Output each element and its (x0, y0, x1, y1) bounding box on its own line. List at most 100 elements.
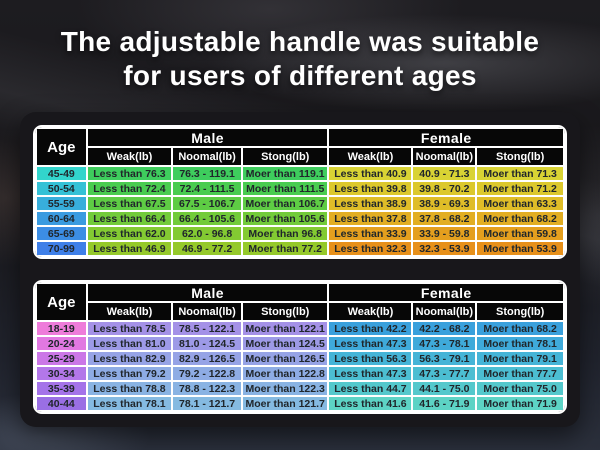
age-cell: 18-19 (35, 320, 88, 337)
female-value-cell: Moer than 71.9 (475, 395, 565, 412)
female-value-cell: 42.2 - 68.2 (411, 320, 478, 337)
group-header-row: Age Male Female (35, 282, 565, 322)
female-value-cell: Moer than 68.2 (475, 210, 565, 227)
female-normal-header: Noomal(lb) (411, 146, 478, 167)
female-value-cell: Moer than 63.3 (475, 195, 565, 212)
male-value-cell: Less than 66.4 (85, 210, 174, 227)
age-cell: 25-29 (35, 350, 88, 367)
male-value-cell: Less than 46.9 (85, 240, 174, 257)
female-value-cell: 41.6 - 71.9 (411, 395, 478, 412)
age-cell: 40-44 (35, 395, 88, 412)
age-cell: 55-59 (35, 195, 88, 212)
sub-header-row: Weak(lb) Noomal(lb) Stong(lb) Weak(lb) N… (36, 146, 565, 167)
male-value-cell: 76.3 - 119.1 (171, 165, 243, 182)
sub-header-row: Weak(lb) Noomal(lb) Stong(lb) Weak(lb) N… (36, 301, 565, 322)
female-group-header: Female (327, 127, 565, 148)
female-value-cell: 38.9 - 69.3 (411, 195, 478, 212)
male-value-cell: Moer than 106.7 (240, 195, 330, 212)
male-value-cell: Moer than 121.7 (240, 395, 330, 412)
male-value-cell: 78.5 - 122.1 (171, 320, 243, 337)
female-value-cell: Less than 37.8 (327, 210, 414, 227)
female-value-cell: Moer than 75.0 (475, 380, 565, 397)
data-table: Age Male Female Weak(lb) Noomal(lb) Ston… (35, 127, 565, 257)
male-strong-header: Stong(lb) (240, 146, 330, 167)
male-value-cell: Moer than 122.8 (240, 365, 330, 382)
age-cell: 60-64 (35, 210, 88, 227)
male-value-cell: Moer than 122.1 (240, 320, 330, 337)
female-strong-header: Stong(lb) (475, 301, 565, 322)
male-value-cell: Moer than 96.8 (240, 225, 330, 242)
table-row: 35-39 Less than 78.8 78.8 - 122.3 Moer than… (35, 380, 565, 397)
table-row: 20-24 Less than 81.0 81.0 - 124.5 Moer than… (35, 335, 565, 352)
male-value-cell: 79.2 - 122.8 (171, 365, 243, 382)
table-row: 18-19 Less than 78.5 78.5 - 122.1 Moer than… (35, 320, 565, 337)
female-value-cell: Less than 38.9 (327, 195, 414, 212)
male-value-cell: Moer than 105.6 (240, 210, 330, 227)
female-value-cell: Less than 47.3 (327, 335, 414, 352)
female-value-cell: Moer than 77.7 (475, 365, 565, 382)
male-group-header: Male (85, 282, 330, 303)
strength-table-18-44: Age Male Female Weak(lb) Noomal(lb) Ston… (33, 280, 567, 414)
male-value-cell: Moer than 111.5 (240, 180, 330, 197)
female-value-cell: Moer than 71.3 (475, 165, 565, 182)
female-value-cell: Less than 32.3 (327, 240, 414, 257)
female-value-cell: Moer than 59.8 (475, 225, 565, 242)
male-value-cell: 66.4 - 105.6 (171, 210, 243, 227)
table-row: 55-59 Less than 67.5 67.5 - 106.7 Moer than… (35, 195, 565, 212)
male-value-cell: 78.1 - 121.7 (171, 395, 243, 412)
table-row: 50-54 Less than 72.4 72.4 - 111.5 Moer than… (35, 180, 565, 197)
female-value-cell: 37.8 - 68.2 (411, 210, 478, 227)
age-cell: 20-24 (35, 335, 88, 352)
female-value-cell: Moer than 71.2 (475, 180, 565, 197)
female-weak-header: Weak(lb) (327, 146, 414, 167)
female-group-header: Female (327, 282, 565, 303)
table-row: 60-64 Less than 66.4 66.4 - 105.6 Moer than… (35, 210, 565, 227)
male-value-cell: Less than 78.1 (85, 395, 174, 412)
male-weak-header: Weak(lb) (85, 146, 174, 167)
age-cell: 30-34 (35, 365, 88, 382)
male-value-cell: Less than 78.8 (85, 380, 174, 397)
male-value-cell: 82.9 - 126.5 (171, 350, 243, 367)
male-value-cell: Moer than 119.1 (240, 165, 330, 182)
female-value-cell: Less than 40.9 (327, 165, 414, 182)
male-normal-header: Noomal(lb) (171, 301, 243, 322)
male-strong-header: Stong(lb) (240, 301, 330, 322)
male-value-cell: Less than 62.0 (85, 225, 174, 242)
tables-panel: Age Male Female Weak(lb) Noomal(lb) Ston… (20, 112, 580, 427)
age-column-header: Age (35, 127, 88, 167)
male-value-cell: Moer than 77.2 (240, 240, 330, 257)
female-value-cell: 47.3 - 78.1 (411, 335, 478, 352)
age-cell: 70-99 (35, 240, 88, 257)
table-row: 45-49 Less than 76.3 76.3 - 119.1 Moer than… (35, 165, 565, 182)
male-value-cell: Less than 82.9 (85, 350, 174, 367)
table-body: 45-49 Less than 76.3 76.3 - 119.1 Moer than… (35, 165, 565, 257)
male-value-cell: Moer than 126.5 (240, 350, 330, 367)
male-weak-header: Weak(lb) (85, 301, 174, 322)
table-row: 65-69 Less than 62.0 62.0 - 96.8 Moer than … (35, 225, 565, 242)
female-value-cell: Less than 56.3 (327, 350, 414, 367)
female-value-cell: Less than 47.3 (327, 365, 414, 382)
male-value-cell: 67.5 - 106.7 (171, 195, 243, 212)
male-value-cell: Less than 67.5 (85, 195, 174, 212)
male-value-cell: 62.0 - 96.8 (171, 225, 243, 242)
female-value-cell: Less than 41.6 (327, 395, 414, 412)
male-group-header: Male (85, 127, 330, 148)
age-column-header: Age (35, 282, 88, 322)
male-normal-header: Noomal(lb) (171, 146, 243, 167)
age-cell: 45-49 (35, 165, 88, 182)
female-value-cell: 32.3 - 53.9 (411, 240, 478, 257)
female-value-cell: Less than 42.2 (327, 320, 414, 337)
male-value-cell: Moer than 124.5 (240, 335, 330, 352)
group-header-row: Age Male Female (35, 127, 565, 167)
male-value-cell: Less than 72.4 (85, 180, 174, 197)
male-value-cell: Less than 78.5 (85, 320, 174, 337)
age-cell: 65-69 (35, 225, 88, 242)
female-normal-header: Noomal(lb) (411, 301, 478, 322)
male-value-cell: 78.8 - 122.3 (171, 380, 243, 397)
female-value-cell: Moer than 79.1 (475, 350, 565, 367)
female-value-cell: 44.1 - 75.0 (411, 380, 478, 397)
table-row: 30-34 Less than 79.2 79.2 - 122.8 Moer than… (35, 365, 565, 382)
strength-table-45-99: Age Male Female Weak(lb) Noomal(lb) Ston… (33, 125, 567, 259)
male-value-cell: Moer than 122.3 (240, 380, 330, 397)
